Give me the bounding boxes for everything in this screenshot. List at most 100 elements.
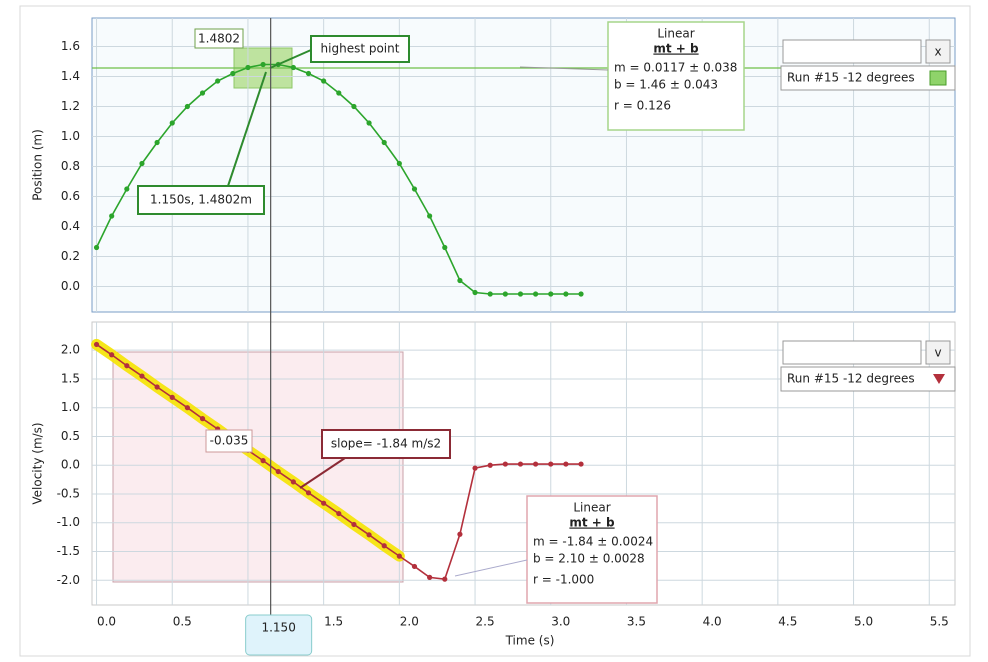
data-point (199, 416, 206, 422)
fit-m: m = 0.0117 ± 0.038 (614, 61, 737, 75)
data-point (442, 244, 448, 251)
x-tick-label: 1.5 (324, 615, 343, 629)
cursor-handle[interactable] (245, 614, 313, 656)
data-point (109, 213, 115, 219)
callout-label: 1.150s, 1.4802m (150, 193, 252, 207)
legend-button-label: x (934, 45, 941, 59)
y-tick-label: 0.2 (61, 249, 80, 263)
data-point (411, 563, 418, 570)
fit-m: m = -1.84 ± 0.0024 (533, 535, 653, 549)
x-tick-label: 4.0 (703, 615, 722, 629)
callout-box (137, 185, 265, 215)
data-point (487, 462, 493, 468)
y-tick-label: 0.4 (61, 219, 80, 233)
data-point (124, 186, 130, 192)
y-tick-label: 2.0 (61, 343, 80, 357)
callout-label: highest point (321, 42, 400, 56)
y-tick-label: 1.0 (61, 129, 80, 143)
data-point (139, 160, 145, 167)
legend-entry-box (780, 65, 956, 91)
cursor-label: 1.150 (261, 621, 295, 635)
y-tick-label: 1.6 (61, 39, 80, 53)
legend-button[interactable] (925, 39, 951, 64)
data-point (366, 120, 372, 126)
data-point (199, 90, 206, 96)
data-point (336, 90, 342, 96)
data-point (517, 291, 524, 297)
data-point (215, 78, 221, 84)
y-tick-label: 0.6 (61, 189, 80, 203)
data-point (336, 510, 342, 517)
data-point (457, 531, 463, 537)
y-tick-label: 0.5 (61, 429, 80, 443)
y-tick-label: -2.0 (57, 573, 80, 587)
y-tick-label: -1.0 (57, 515, 80, 529)
data-point (517, 461, 524, 467)
data-point (442, 576, 448, 582)
data-point (321, 78, 327, 84)
data-point (260, 458, 266, 464)
data-point (366, 532, 372, 538)
data-point (427, 574, 433, 580)
fit-r: r = 0.126 (614, 99, 671, 113)
fit-box (526, 495, 658, 604)
fit-title: Linear (657, 27, 694, 41)
data-point (381, 139, 387, 146)
data-point (472, 289, 478, 296)
data-point (260, 61, 266, 68)
x-axis-title: Time (s) (505, 634, 555, 648)
data-point (154, 384, 160, 390)
callout-box (310, 35, 410, 63)
legend-button-label: v (934, 346, 941, 360)
data-point (184, 103, 190, 110)
data-point (169, 394, 175, 400)
y-tick-label: 0.0 (61, 458, 80, 472)
data-point (396, 553, 402, 559)
callout-leader (269, 49, 312, 69)
y-tick-label: 1.4 (61, 69, 80, 83)
data-point (154, 139, 160, 146)
y-tick-label: -1.5 (57, 544, 80, 558)
y-tick-label: -0.5 (57, 486, 80, 500)
x-tick-label: 2.5 (476, 615, 495, 629)
data-point (502, 461, 508, 467)
y-tick-label: 1.0 (61, 400, 80, 414)
callout-label: slope= -1.84 m/s2 (331, 437, 441, 451)
x-tick-label: 2.0 (400, 615, 419, 629)
x-tick-label: 0.0 (97, 615, 116, 629)
data-point (321, 500, 327, 506)
data-point (290, 479, 296, 485)
legend-entry: Run #15 -12 degrees (787, 372, 915, 386)
value-tag (205, 429, 253, 453)
fit-box (607, 21, 745, 131)
data-point (275, 468, 281, 475)
data-point (427, 213, 433, 219)
data-point (502, 291, 508, 297)
y-axis-title: Velocity (m/s) (31, 422, 45, 504)
data-point (457, 277, 463, 284)
data-point (245, 64, 251, 71)
data-point (381, 543, 387, 549)
fit-r: r = -1.000 (533, 573, 594, 587)
data-point (169, 120, 175, 126)
fit-leader (519, 66, 609, 71)
data-point (563, 291, 569, 297)
data-point (93, 244, 100, 251)
legend-button[interactable] (925, 340, 951, 365)
data-point (472, 465, 478, 471)
data-point (533, 291, 539, 297)
data-point (533, 461, 539, 467)
x-tick-label: 5.0 (854, 615, 873, 629)
legend-entry-box (780, 366, 956, 392)
data-point (487, 291, 493, 297)
data-point (578, 291, 584, 297)
y-axis-title: Position (m) (31, 129, 45, 201)
data-point (548, 461, 554, 467)
data-point (305, 490, 312, 496)
x-tick-label: 5.5 (930, 615, 949, 629)
callout-box (321, 429, 451, 459)
fit-formula: mt + b (569, 516, 615, 530)
y-tick-label: 1.5 (61, 371, 80, 385)
